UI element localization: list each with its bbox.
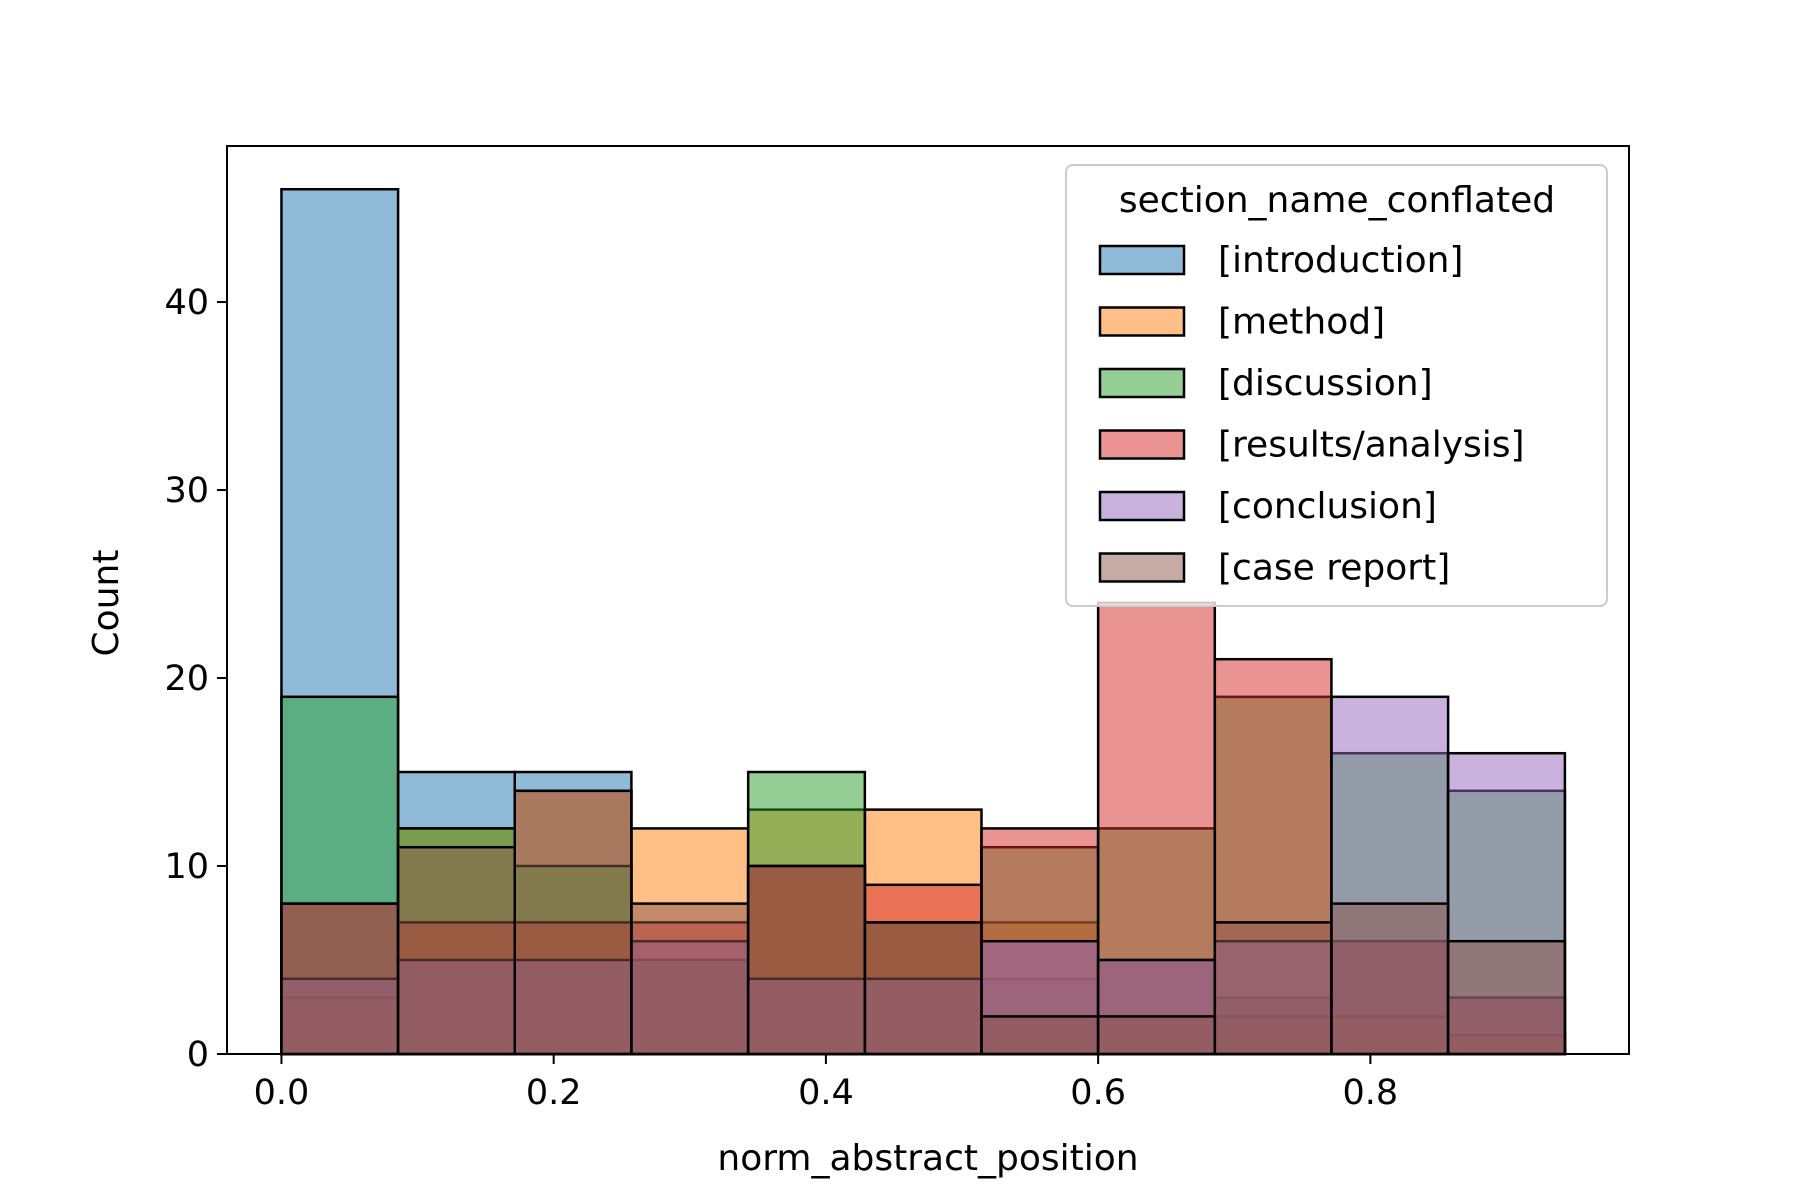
legend-swatch [1098,367,1186,399]
legend-label: [method] [1218,302,1385,343]
y-axis-title: Count [86,550,127,657]
bars-layer [280,187,1567,1056]
legend-item: [case report] [1098,548,1450,589]
y-tick-label: 20 [164,659,209,699]
legend-title: section_name_conflated [1119,180,1555,221]
bar [746,864,867,1056]
legend-swatch [1098,552,1186,583]
bar [863,921,983,1056]
bar [280,902,400,1056]
bar [1330,902,1450,1056]
legend-label: [discussion] [1218,363,1433,404]
legend-box [1065,164,1608,607]
legend-item: [introduction] [1098,240,1463,281]
y-tick-label: 0 [187,1035,209,1075]
bar [396,845,517,1056]
y-tick-label: 30 [164,471,209,511]
bar [1096,1015,1217,1056]
x-tick-label: 0.8 [1343,1073,1399,1113]
bar [980,1015,1100,1056]
bar [1446,939,1567,1056]
legend-label: [results/analysis] [1218,425,1525,466]
series-6 [280,789,1567,1056]
bar [630,902,750,1056]
legend-swatch [1098,429,1186,460]
legend-label: [introduction] [1218,240,1463,281]
legend-item: [discussion] [1098,363,1433,404]
x-tick-label: 0.6 [1070,1073,1126,1113]
y-axis: 0 10 20 30 40 [164,283,227,1075]
plot-frame [226,145,1630,1055]
legend-label: [case report] [1218,548,1450,589]
legend-swatch [1098,244,1186,276]
x-tick-label: 0.0 [254,1073,310,1113]
legend-items: [introduction] [method] [discussion] [resul… [1098,240,1525,589]
x-axis-title: norm_abstract_position [717,1138,1138,1179]
y-tick-label: 10 [164,847,209,887]
bar [513,789,633,1056]
x-tick-label: 0.4 [798,1073,854,1113]
legend-item: [conclusion] [1098,486,1437,527]
x-axis: 0.0 0.2 0.4 0.6 0.8 [254,1054,1399,1113]
legend-swatch [1098,490,1186,522]
legend-label: [conclusion] [1218,486,1437,527]
legend-item: [results/analysis] [1098,425,1525,466]
legend-swatch [1098,306,1186,337]
bar [1213,921,1333,1056]
x-tick-label: 0.2 [526,1073,582,1113]
legend-item: [method] [1098,302,1385,343]
legend: section_name_conflated [introduction] [me… [1065,164,1608,607]
y-tick-label: 40 [164,283,209,323]
